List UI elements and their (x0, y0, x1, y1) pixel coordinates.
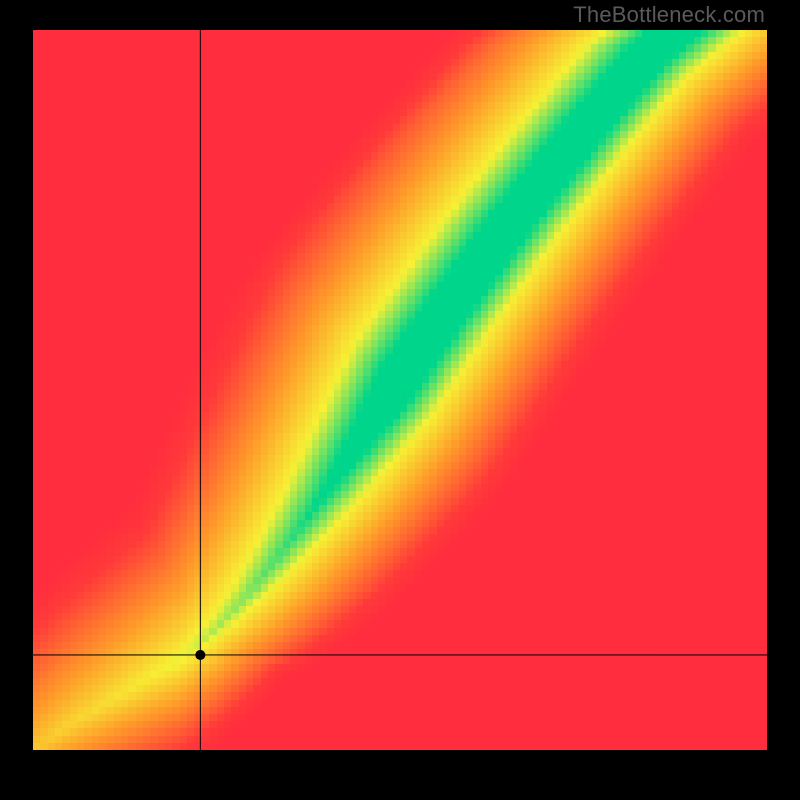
bottleneck-heatmap (0, 0, 800, 800)
chart-container: TheBottleneck.com (0, 0, 800, 800)
watermark-text: TheBottleneck.com (573, 2, 765, 28)
